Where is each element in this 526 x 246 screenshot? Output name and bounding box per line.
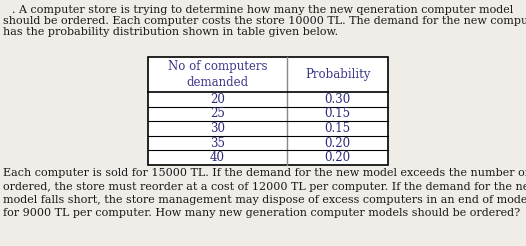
Text: has the probability distribution shown in table given below.: has the probability distribution shown i…	[3, 27, 338, 37]
Text: Probability: Probability	[305, 68, 370, 81]
Text: 35: 35	[210, 137, 225, 150]
Text: 30: 30	[210, 122, 225, 135]
Text: should be ordered. Each computer costs the store 10000 TL. The demand for the ne: should be ordered. Each computer costs t…	[3, 16, 526, 26]
Text: ordered, the store must reorder at a cost of 12000 TL per computer. If the deman: ordered, the store must reorder at a cos…	[3, 182, 526, 191]
Text: 40: 40	[210, 151, 225, 164]
Text: 0.20: 0.20	[325, 151, 351, 164]
Text: 0.15: 0.15	[325, 108, 351, 120]
Text: 0.20: 0.20	[325, 137, 351, 150]
Text: 0.30: 0.30	[325, 93, 351, 106]
Text: Each computer is sold for 15000 TL. If the demand for the new model exceeds the : Each computer is sold for 15000 TL. If t…	[3, 168, 526, 178]
Text: 20: 20	[210, 93, 225, 106]
Text: for 9000 TL per computer. How many new generation computer models should be orde: for 9000 TL per computer. How many new g…	[3, 209, 520, 218]
Bar	[148, 57, 388, 165]
Text: . A computer store is trying to determine how many the new qeneration computer m: . A computer store is trying to determin…	[13, 5, 513, 15]
Text: model falls short, the store management may dispose of excess computers in an en: model falls short, the store management …	[3, 195, 526, 205]
Text: 0.15: 0.15	[325, 122, 351, 135]
Text: No of computers
demanded: No of computers demanded	[168, 60, 267, 89]
Text: 25: 25	[210, 108, 225, 120]
